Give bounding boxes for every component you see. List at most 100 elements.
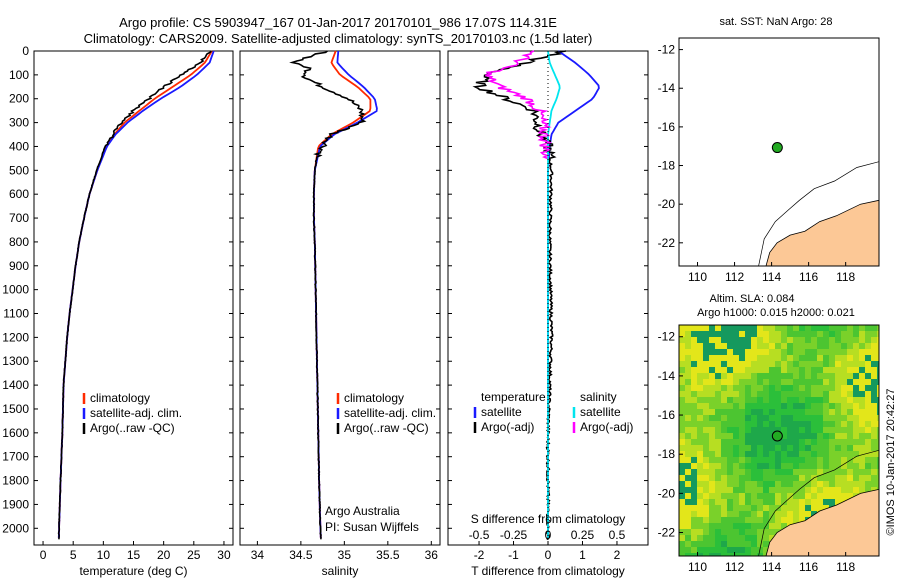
sla-cell <box>733 385 739 391</box>
sla-cell <box>697 361 703 367</box>
sla-cell <box>781 409 787 415</box>
sla-cell <box>823 385 829 391</box>
sla-cell <box>745 439 751 445</box>
sla-cell <box>745 427 751 433</box>
sla-cell <box>835 355 841 361</box>
sla-cell <box>733 517 739 523</box>
sla-cell <box>697 379 703 385</box>
sla-cell <box>865 463 871 469</box>
argo-profile-marker <box>771 430 783 442</box>
sla-cell <box>757 331 763 337</box>
sla-cell <box>733 325 739 331</box>
sla-cell <box>715 511 721 517</box>
sla-cell <box>709 385 715 391</box>
sla-cell <box>679 487 685 493</box>
sla-cell <box>769 421 775 427</box>
sla-cell <box>871 451 877 457</box>
sla-cell <box>775 523 781 529</box>
sla-cell <box>721 427 727 433</box>
sla-cell <box>763 475 769 481</box>
sla-cell <box>787 499 793 505</box>
sla-cell <box>793 337 799 343</box>
map-frame <box>678 324 880 557</box>
sla-cell <box>865 451 871 457</box>
sla-cell <box>775 325 781 331</box>
sla-cell <box>865 397 871 403</box>
sla-cell <box>733 403 739 409</box>
series-line-1 <box>57 50 215 538</box>
sla-cell <box>799 415 805 421</box>
sla-cell <box>757 469 763 475</box>
sla-cell <box>757 487 763 493</box>
sla-cell <box>757 427 763 433</box>
sla-cell <box>769 373 775 379</box>
sla-cell <box>703 337 709 343</box>
sla-cell <box>793 403 799 409</box>
sla-cell <box>709 373 715 379</box>
sla-cell <box>847 421 853 427</box>
sla-cell <box>703 415 709 421</box>
sla-cell <box>685 361 691 367</box>
sla-cell <box>769 451 775 457</box>
y-tick-label: 1400 <box>2 378 29 392</box>
sla-cell <box>727 337 733 343</box>
sla-cell <box>745 517 751 523</box>
sla-cell <box>871 397 877 403</box>
sla-cell <box>763 541 769 547</box>
sla-cell <box>727 469 733 475</box>
sla-cell <box>697 427 703 433</box>
sla-cell <box>703 463 709 469</box>
sla-cell <box>793 373 799 379</box>
sla-cell <box>727 445 733 451</box>
sla-cell <box>679 337 685 343</box>
sla-cell <box>823 421 829 427</box>
legend-label: satellite <box>481 405 522 419</box>
sla-cell <box>799 451 805 457</box>
sla-cell <box>739 415 745 421</box>
sla-cell <box>733 337 739 343</box>
sla-cell <box>793 493 799 499</box>
sla-cell <box>727 499 733 505</box>
x-axis-label: T difference from climatology <box>471 564 625 578</box>
sla-cell <box>763 409 769 415</box>
sla-cell <box>871 331 877 337</box>
plot-frame <box>33 50 234 546</box>
sla-cell <box>865 355 871 361</box>
sla-cell <box>817 349 823 355</box>
sla-cell <box>781 499 787 505</box>
y-tick-label: -14 <box>658 81 676 95</box>
series-line-2 <box>57 50 212 540</box>
sla-cell <box>709 523 715 529</box>
sla-cell <box>721 517 727 523</box>
sla-cell <box>739 535 745 541</box>
sla-cell <box>829 499 835 505</box>
sla-cell <box>877 463 879 469</box>
sla-cell <box>781 361 787 367</box>
sla-cell <box>787 403 793 409</box>
sla-cell <box>865 385 871 391</box>
sla-cell <box>829 331 835 337</box>
x-tick-label: 118 <box>836 560 855 574</box>
sla-cell <box>679 427 685 433</box>
sla-cell <box>859 487 865 493</box>
sla-cell <box>721 511 727 517</box>
sla-cell <box>709 457 715 463</box>
sla-cell <box>709 463 715 469</box>
sla-cell <box>775 457 781 463</box>
sla-cell <box>685 373 691 379</box>
sla-cell <box>769 415 775 421</box>
sla-cell <box>877 349 879 355</box>
sla-cell <box>697 475 703 481</box>
sla-cell <box>691 469 697 475</box>
sla-cell <box>769 439 775 445</box>
sla-cell <box>703 391 709 397</box>
sla-cell <box>685 511 691 517</box>
sla-cell <box>787 493 793 499</box>
y-tick-label: -16 <box>658 408 676 422</box>
y-tick-label: -12 <box>658 43 676 57</box>
sla-cell <box>751 379 757 385</box>
sla-cell <box>733 457 739 463</box>
x-axis-label: salinity <box>322 564 359 578</box>
sla-cell <box>721 547 727 553</box>
sla-cell <box>679 409 685 415</box>
